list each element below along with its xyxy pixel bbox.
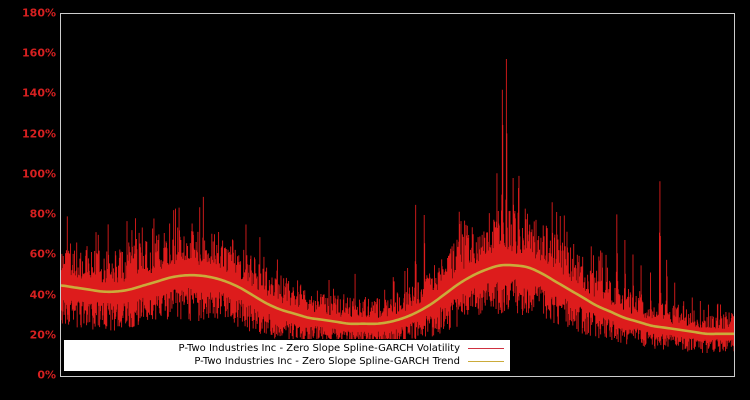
plot-area [60,13,735,377]
legend-item-volatility: P-Two Industries Inc - Zero Slope Spline… [70,342,504,355]
volatility-series [61,59,734,353]
y-axis-tick-label: 100% [22,167,56,181]
y-axis-tick-label: 140% [22,86,56,100]
series-canvas [61,59,734,353]
trend-path [61,263,734,336]
legend-label-trend: P-Two Industries Inc - Zero Slope Spline… [194,355,460,367]
chart-legend: P-Two Industries Inc - Zero Slope Spline… [63,339,511,372]
y-axis-tick-label: 60% [29,247,56,261]
legend-label-volatility: P-Two Industries Inc - Zero Slope Spline… [178,342,460,354]
y-axis-tick-label: 120% [22,127,56,141]
legend-item-trend: P-Two Industries Inc - Zero Slope Spline… [70,355,504,368]
y-axis-tick-label: 20% [29,328,56,342]
legend-swatch-volatility [468,348,504,349]
y-axis-tick-label: 180% [22,6,56,20]
plot-inner [61,14,734,376]
y-axis-tick-label: 80% [29,207,56,221]
trend-series [61,263,734,336]
volatility-path [61,59,734,353]
y-axis-tick-label: 0% [37,368,56,382]
y-axis-tick-label: 160% [22,46,56,60]
y-axis-tick-label: 40% [29,288,56,302]
legend-swatch-trend [468,361,504,362]
